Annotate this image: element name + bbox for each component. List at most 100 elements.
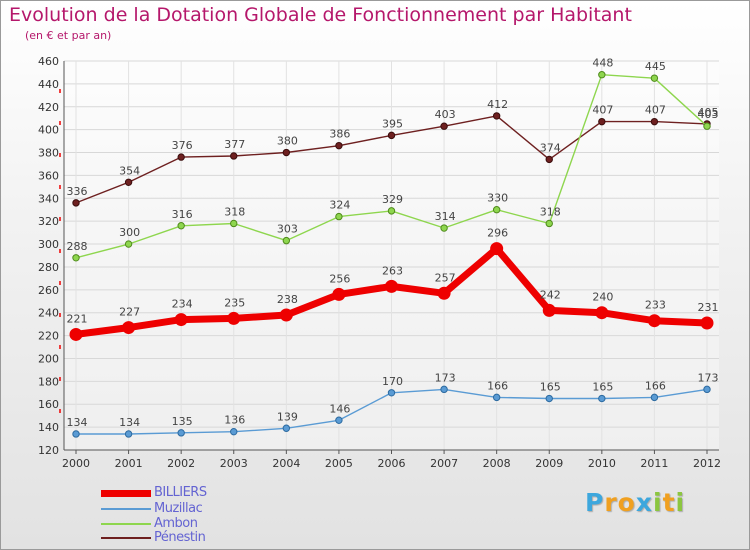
y-tick-label: 400: [38, 124, 59, 137]
data-point-pnestin: [124, 178, 133, 186]
data-point-ambon: [124, 240, 133, 248]
x-tick-label: 2011: [640, 457, 668, 470]
data-label-muzillac: 134: [119, 416, 140, 429]
data-label-pnestin: 354: [119, 164, 140, 177]
data-label-billiers: 235: [224, 296, 245, 309]
y-tick-label: 300: [38, 238, 59, 251]
data-label-billiers: 227: [119, 306, 140, 319]
data-point-ambon: [598, 71, 606, 79]
data-label-billiers: 234: [172, 298, 193, 311]
y-tick-label: 420: [38, 101, 59, 114]
data-label-muzillac: 139: [277, 410, 298, 423]
data-point-billiers: [700, 316, 714, 330]
x-tick-label: 2000: [62, 457, 90, 470]
data-point-muzillac: [230, 427, 238, 436]
data-point-muzillac: [177, 429, 185, 437]
data-point-pnestin: [598, 117, 606, 126]
chart-title: Evolution de la Dotation Globale de Fonc…: [9, 4, 632, 26]
legend-swatch: [101, 523, 151, 525]
data-point-billiers: [542, 303, 556, 317]
legend-label: Pénestin: [154, 530, 206, 545]
x-tick-label: 2005: [325, 457, 353, 470]
data-label-muzillac: 173: [435, 371, 456, 384]
data-label-muzillac: 170: [382, 375, 403, 388]
data-point-muzillac: [387, 389, 396, 397]
data-point-muzillac: [492, 393, 501, 402]
y-tick-label: 240: [38, 307, 59, 320]
y-tick-label: 220: [38, 330, 59, 343]
y-tick-label: 180: [38, 375, 59, 388]
y-tick-label: 120: [38, 444, 59, 457]
legend-label: Muzillac: [154, 501, 203, 516]
legend-label: Ambon: [154, 516, 198, 531]
data-label-billiers: 242: [540, 288, 561, 301]
data-label-pnestin: 386: [329, 128, 350, 141]
data-label-ambon: 330: [487, 192, 508, 205]
data-label-muzillac: 173: [698, 371, 719, 384]
data-label-pnestin: 336: [67, 185, 88, 198]
legend-swatch: [101, 537, 151, 539]
data-point-pnestin: [492, 112, 501, 120]
data-point-pnestin: [440, 122, 448, 130]
data-label-billiers: 221: [67, 312, 88, 325]
data-point-billiers: [595, 306, 609, 320]
logo-letter: x: [635, 488, 653, 517]
y-tick-label: 140: [38, 421, 59, 434]
data-point-billiers: [174, 313, 188, 327]
x-tick-label: 2004: [272, 457, 300, 470]
data-point-muzillac: [335, 416, 343, 424]
x-tick-label: 2002: [167, 457, 195, 470]
data-point-ambon: [492, 206, 501, 214]
data-label-ambon: 303: [277, 223, 298, 236]
data-point-ambon: [545, 219, 553, 228]
data-label-ambon: 329: [382, 193, 403, 206]
data-label-pnestin: 407: [592, 104, 613, 117]
y-tick-label: 360: [38, 169, 59, 182]
data-point-muzillac: [124, 430, 133, 438]
data-label-muzillac: 166: [487, 379, 508, 392]
data-label-pnestin: 380: [277, 135, 298, 148]
x-tick-label: 2003: [220, 457, 248, 470]
y-tick-label: 280: [38, 261, 59, 274]
legend-item-penestin: Pénestin: [101, 531, 301, 545]
data-point-ambon: [650, 74, 659, 82]
data-label-ambon: 300: [119, 226, 140, 239]
data-point-ambon: [703, 122, 711, 130]
data-label-muzillac: 146: [329, 402, 350, 415]
data-point-muzillac: [703, 385, 711, 394]
data-label-billiers: 256: [329, 272, 350, 285]
legend-item-ambon: Ambon: [101, 517, 301, 531]
data-point-billiers: [332, 287, 346, 301]
data-point-muzillac: [282, 424, 291, 432]
data-label-ambon: 314: [435, 210, 456, 223]
data-point-billiers: [437, 286, 451, 300]
legend-swatch: [101, 490, 151, 497]
data-point-billiers: [490, 242, 504, 256]
legend-label: BILLIERS: [154, 485, 207, 500]
data-label-billiers: 231: [698, 301, 719, 314]
data-point-pnestin: [230, 152, 238, 160]
y-tick-label: 380: [38, 147, 59, 160]
logo-letter: P: [585, 488, 605, 517]
legend-swatch: [101, 508, 151, 510]
data-point-ambon: [440, 224, 448, 232]
proxiti-logo: Proxiti: [585, 488, 685, 517]
y-tick-label: 260: [38, 284, 59, 297]
x-tick-label: 2012: [693, 457, 721, 470]
data-point-ambon: [335, 212, 343, 221]
x-tick-label: 2006: [378, 457, 406, 470]
data-label-muzillac: 165: [540, 381, 561, 394]
chart-subtitle: (en € et par an): [25, 29, 112, 42]
data-label-pnestin: 377: [224, 138, 245, 151]
y-tick-label: 320: [38, 215, 59, 228]
data-point-ambon: [230, 219, 238, 228]
y-tick-label: 460: [38, 55, 59, 68]
data-point-muzillac: [545, 394, 553, 403]
x-tick-label: 2009: [535, 457, 563, 470]
data-point-billiers: [122, 321, 136, 335]
data-point-pnestin: [650, 117, 659, 126]
legend-item-muzillac: Muzillac: [101, 502, 301, 516]
data-label-ambon: 318: [224, 205, 245, 218]
data-label-muzillac: 136: [224, 414, 245, 427]
data-label-pnestin: 403: [435, 108, 456, 121]
